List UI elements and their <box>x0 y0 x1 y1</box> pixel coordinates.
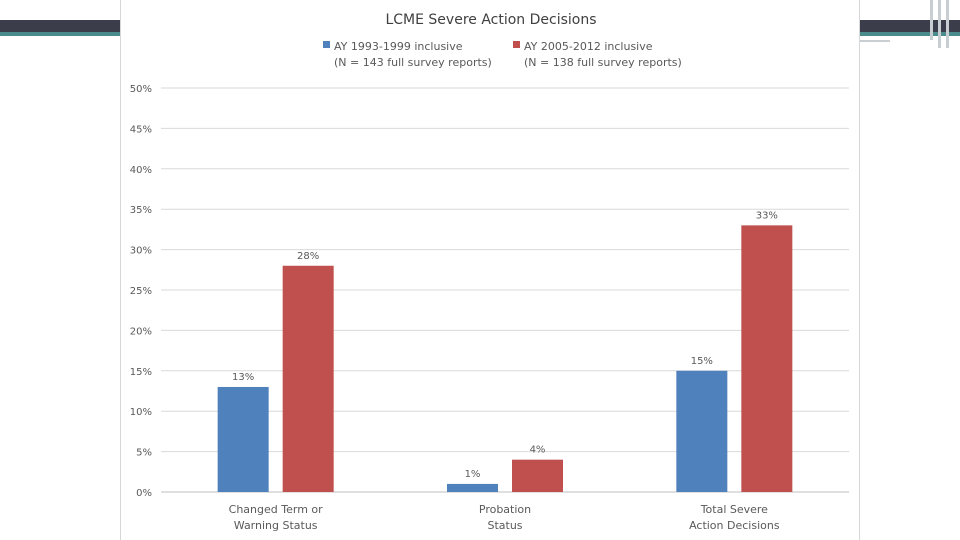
y-tick-label: 25% <box>130 286 152 297</box>
chart-title: LCME Severe Action Decisions <box>385 12 596 28</box>
bar <box>676 370 728 492</box>
y-tick-label: 45% <box>130 124 152 135</box>
y-tick-label: 5% <box>136 448 152 459</box>
data-label: 4% <box>530 445 546 456</box>
data-label: 15% <box>691 356 713 367</box>
legend-sublabel: (N = 143 full survey reports) <box>334 56 492 69</box>
y-tick-label: 40% <box>130 165 152 176</box>
data-label: 13% <box>232 372 254 383</box>
x-tick-label: Probation <box>479 503 531 516</box>
legend-label: AY 2005-2012 inclusive <box>524 40 653 53</box>
x-tick-label: Action Decisions <box>689 519 780 532</box>
y-tick-label: 10% <box>130 407 152 418</box>
top-left-accent-stripe <box>0 32 120 36</box>
x-tick-label: Total Severe <box>700 503 768 516</box>
bar-chart: LCME Severe Action Decisions AY 1993-1999… <box>130 12 849 532</box>
legend-swatch <box>323 41 330 48</box>
slide-content-card: LCME Severe Action Decisions AY 1993-1999… <box>120 0 860 540</box>
y-tick-label: 35% <box>130 205 152 216</box>
y-tick-label: 20% <box>130 326 152 337</box>
x-tick-label: Changed Term or <box>229 503 323 516</box>
data-label: 33% <box>756 210 778 221</box>
x-tick-label: Warning Status <box>234 519 318 532</box>
data-label: 28% <box>297 251 319 262</box>
top-right-accent-stripe <box>860 32 960 36</box>
legend-sublabel: (N = 138 full survey reports) <box>524 56 682 69</box>
legend-label: AY 1993-1999 inclusive <box>334 40 463 53</box>
y-tick-label: 50% <box>130 84 152 95</box>
corner-decoration-line <box>946 0 949 48</box>
y-tick-label: 30% <box>130 246 152 257</box>
legend-swatch <box>513 41 520 48</box>
data-label: 1% <box>465 469 481 480</box>
bar <box>741 225 793 493</box>
bar <box>217 386 269 492</box>
y-tick-label: 0% <box>136 488 152 499</box>
corner-decoration-line <box>930 0 933 40</box>
bar <box>512 459 563 492</box>
bar <box>282 265 334 492</box>
corner-decoration-line <box>938 0 941 48</box>
top-right-accent-line <box>860 40 890 42</box>
bar <box>447 483 498 492</box>
y-tick-label: 15% <box>130 367 152 378</box>
x-tick-label: Status <box>487 519 522 532</box>
